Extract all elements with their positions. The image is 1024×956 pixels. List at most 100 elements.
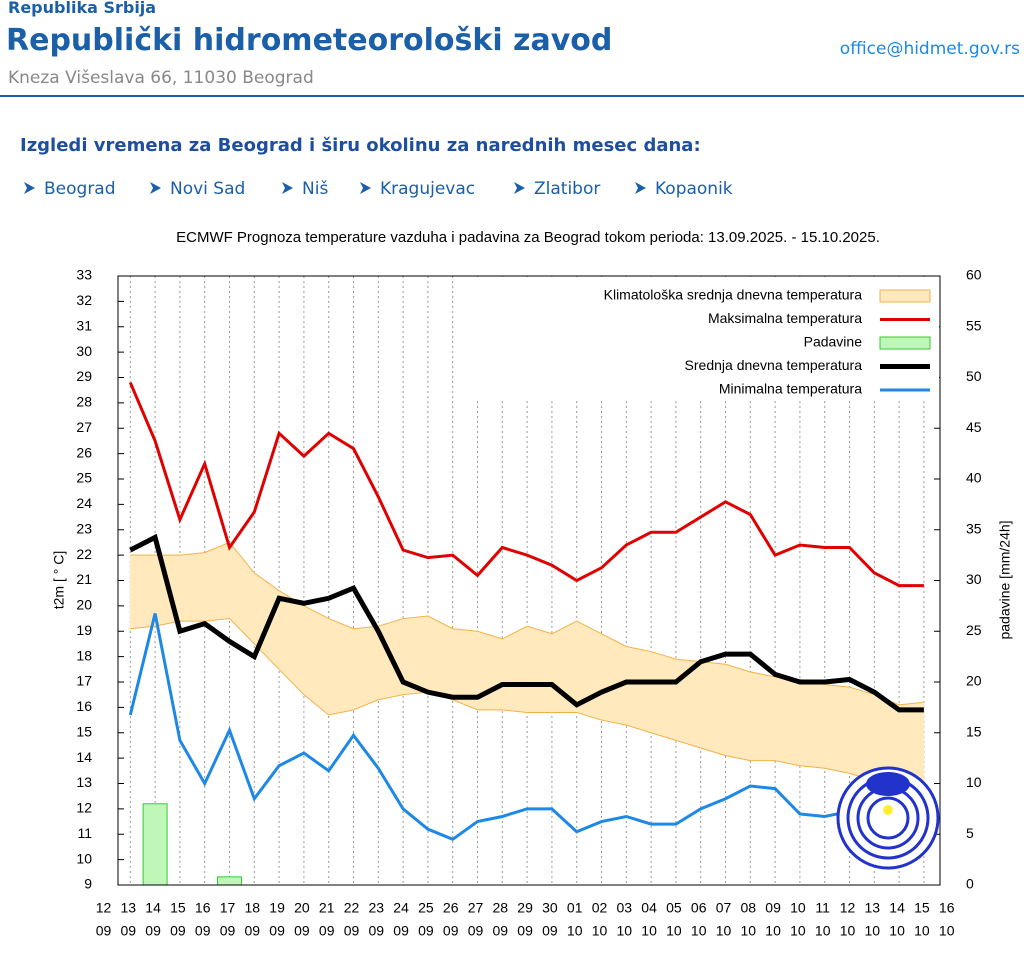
nav-arrow — [360, 182, 371, 194]
x-tick-month: 09 — [145, 923, 161, 939]
x-tick-month: 10 — [865, 923, 881, 939]
x-tick-month: 10 — [617, 923, 633, 939]
legend-label: Klimatološka srednja dnevna temperatura — [604, 287, 863, 303]
x-tick-day: 28 — [493, 900, 509, 916]
email-link[interactable]: office@hidmet.gov.rs — [840, 39, 1020, 59]
nav-arrow — [635, 182, 646, 194]
x-tick-month: 09 — [393, 923, 409, 939]
climate-band — [700, 661, 726, 756]
x-tick-month: 10 — [641, 923, 657, 939]
y2-tick-label: 35 — [966, 520, 982, 536]
y-tick-label: 32 — [76, 292, 92, 308]
x-tick-day: 04 — [641, 900, 657, 916]
site-title[interactable]: Republički hidrometeorološki zavod — [6, 23, 612, 58]
x-tick-day: 26 — [443, 900, 459, 916]
x-tick-month: 09 — [369, 923, 385, 939]
precip-bar — [142, 803, 168, 886]
x-tick-month: 09 — [319, 923, 335, 939]
x-tick-day: 22 — [344, 900, 360, 916]
x-tick-month: 10 — [666, 923, 682, 939]
y-tick-label: 31 — [76, 317, 92, 333]
x-tick-day: 19 — [269, 900, 285, 916]
y2-tick-label: 15 — [966, 723, 982, 739]
x-tick-month: 09 — [96, 923, 112, 939]
x-tick-month: 09 — [418, 923, 434, 939]
legend-swatch — [879, 289, 931, 303]
climate-band — [130, 554, 156, 630]
y-tick-label: 14 — [76, 749, 92, 765]
y-tick-label: 10 — [76, 850, 92, 866]
nav-link[interactable]: Kopaonik — [655, 179, 733, 199]
x-tick-day: 30 — [542, 900, 558, 916]
climate-band — [502, 625, 528, 713]
y-tick-label: 30 — [76, 343, 92, 359]
y2-axis-label: padavine [mm/24h] — [997, 520, 1013, 639]
x-tick-day: 24 — [393, 900, 409, 916]
x-tick-day: 07 — [716, 900, 732, 916]
climate-band — [303, 605, 329, 716]
climate-band — [650, 651, 677, 741]
y-tick-label: 11 — [77, 825, 92, 841]
x-tick-day: 27 — [468, 900, 484, 916]
x-tick-day: 17 — [220, 900, 236, 916]
x-tick-month: 10 — [840, 923, 856, 939]
x-tick-day: 12 — [840, 900, 856, 916]
y-tick-label: 9 — [84, 876, 92, 892]
y-tick-label: 26 — [76, 444, 92, 460]
nav-link[interactable]: Novi Sad — [170, 179, 245, 199]
nav-link[interactable]: Zlatibor — [534, 179, 600, 199]
legend-box — [456, 277, 939, 401]
nav-link[interactable]: Kragujevac — [380, 179, 475, 199]
y2-tick-label: 30 — [966, 571, 982, 587]
y-tick-label: 27 — [76, 419, 92, 435]
x-tick-month: 10 — [765, 923, 781, 939]
nav-link[interactable]: Niš — [302, 179, 328, 199]
x-tick-day: 06 — [691, 900, 707, 916]
logo — [836, 766, 940, 870]
band-edge — [130, 618, 925, 792]
address: Kneza Višeslava 66, 11030 Beograd — [8, 68, 314, 88]
x-tick-month: 09 — [542, 923, 558, 939]
climate-band — [278, 590, 305, 696]
y-tick-label: 12 — [76, 800, 92, 816]
x-tick-month: 10 — [741, 923, 757, 939]
climate-band — [774, 676, 801, 767]
x-tick-month: 09 — [170, 923, 186, 939]
temp-line — [128, 381, 924, 588]
x-tick-day: 21 — [319, 900, 335, 916]
x-tick-month: 10 — [691, 923, 707, 939]
x-tick-month: 09 — [195, 923, 211, 939]
x-tick-day: 16 — [939, 900, 955, 916]
x-tick-month: 10 — [914, 923, 930, 939]
x-tick-day: 08 — [741, 900, 757, 916]
y-tick-label: 22 — [76, 546, 92, 562]
x-tick-day: 02 — [592, 900, 608, 916]
x-tick-day: 29 — [517, 900, 533, 916]
climate-band — [626, 646, 652, 734]
climate-band — [849, 686, 875, 782]
climate-band — [353, 625, 379, 711]
x-tick-day: 23 — [369, 900, 385, 916]
x-tick-day: 15 — [914, 900, 930, 916]
x-tick-month: 10 — [939, 923, 955, 939]
legend-label: Srednja dnevna temperatura — [685, 357, 863, 373]
x-tick-day: 14 — [145, 900, 161, 916]
nav-arrow — [514, 182, 525, 194]
y2-tick-label: 55 — [966, 317, 982, 333]
y-tick-label: 17 — [76, 673, 92, 689]
y-tick-label: 19 — [76, 622, 92, 638]
x-tick-day: 13 — [121, 900, 137, 916]
nav-link[interactable]: Beograd — [44, 179, 116, 199]
y-tick-label: 28 — [76, 394, 92, 410]
y-tick-label: 29 — [76, 368, 92, 384]
y-tick-label: 13 — [76, 774, 92, 790]
x-tick-day: 20 — [294, 900, 310, 916]
y2-tick-label: 40 — [966, 470, 982, 486]
nav-arrow — [24, 182, 35, 194]
climate-band — [799, 679, 825, 769]
x-tick-day: 10 — [790, 900, 806, 916]
x-tick-month: 10 — [592, 923, 608, 939]
x-tick-month: 09 — [493, 923, 509, 939]
